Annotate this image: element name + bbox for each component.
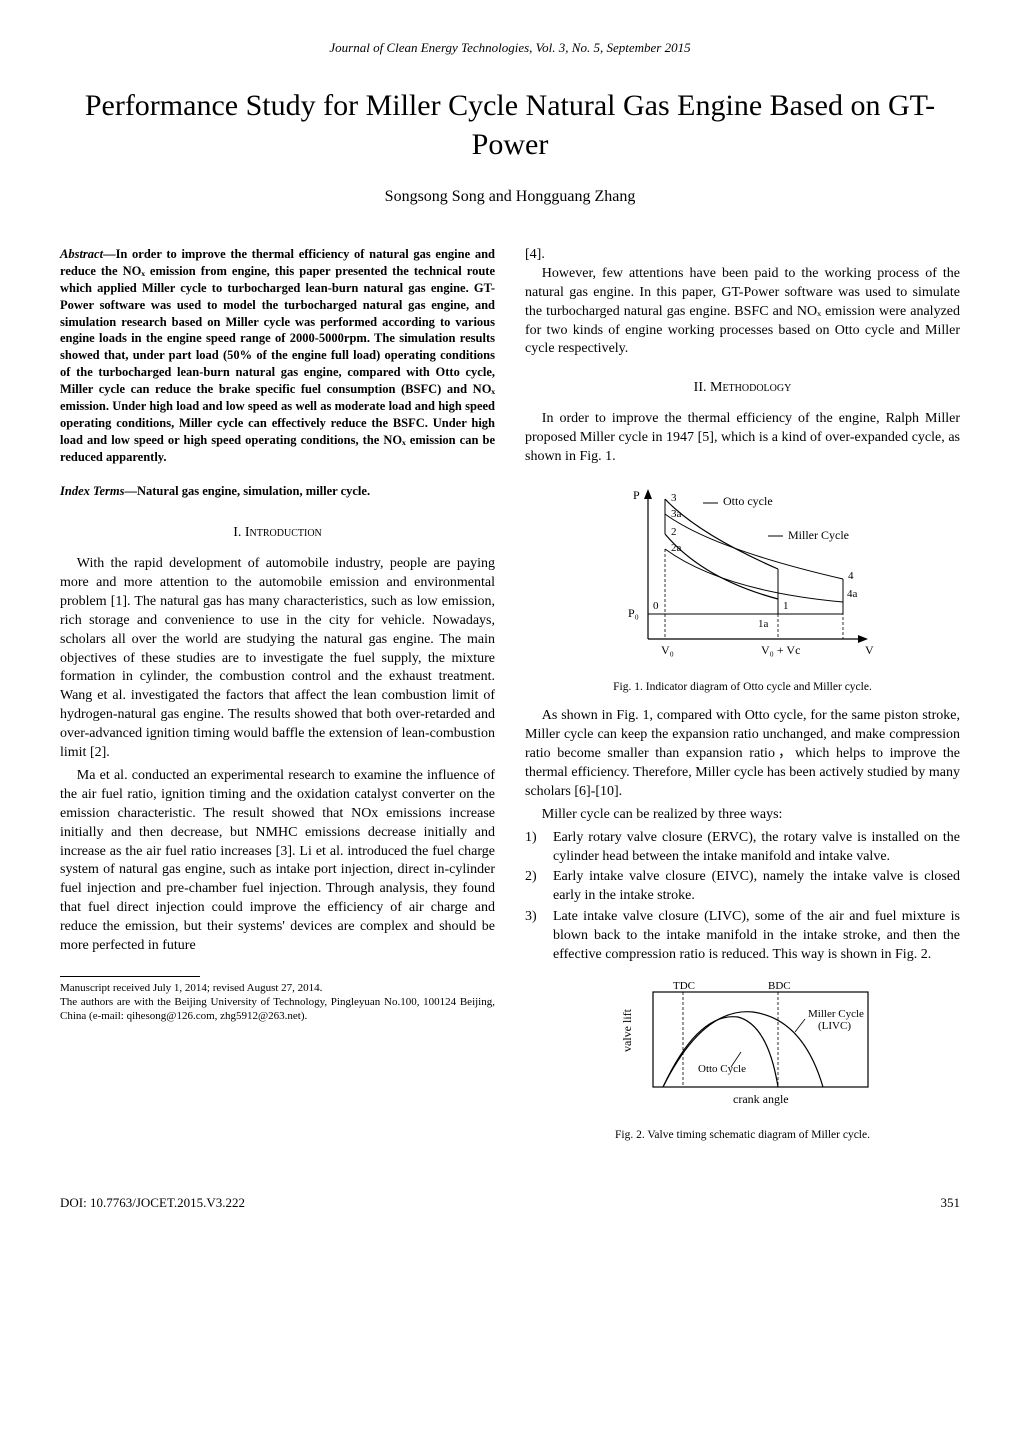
figure-1: P V P₀ V₀ V₀ + Vc 3 3a 2 2a 0 1 1a 4 4a … (525, 479, 960, 695)
list-text-2: Early intake valve closure (EIVC), namel… (553, 868, 960, 906)
index-terms: Index Terms—Natural gas engine, simulati… (60, 483, 495, 500)
methodology-paragraph-2: As shown in Fig. 1, compared with Otto c… (525, 707, 960, 801)
footnote-authors: The authors are with the Beijing Univers… (60, 995, 495, 1024)
intro-paragraph-2: Ma et al. conducted an experimental rese… (60, 767, 495, 956)
footnote-manuscript: Manuscript received July 1, 2014; revise… (60, 981, 495, 995)
list-text-1: Early rotary valve closure (ERVC), the r… (553, 829, 960, 867)
list-num-3: 3) (525, 908, 553, 965)
fig1-pt2a: 2a (671, 542, 682, 554)
abstract-label: Abstract (60, 247, 103, 261)
page-footer: DOI: 10.7763/JOCET.2015.V3.222 351 (60, 1195, 960, 1211)
fig2-otto: Otto Cycle (698, 1063, 746, 1075)
left-column: Abstract—In order to improve the thermal… (60, 246, 495, 1155)
fig2-tdc: TDC (673, 980, 695, 992)
fig1-miller-label: Miller Cycle (788, 528, 849, 542)
list-num-2: 2) (525, 868, 553, 906)
fig1-pt1: 1 (783, 600, 789, 612)
fig1-label-v0: V₀ (661, 643, 674, 657)
fig1-label-v0vc: V₀ + Vc (761, 643, 800, 657)
methodology-paragraph-1: In order to improve the thermal efficien… (525, 410, 960, 467)
fig1-pt4a: 4a (847, 588, 858, 600)
authors: Songsong Song and Hongguang Zhang (60, 188, 960, 206)
fig2-bdc: BDC (768, 980, 791, 992)
figure-2-caption: Fig. 2. Valve timing schematic diagram o… (525, 1128, 960, 1144)
right-paragraph-1: However, few attentions have been paid t… (525, 265, 960, 359)
section-1-number: I. (233, 525, 241, 540)
abstract: Abstract—In order to improve the thermal… (60, 246, 495, 465)
fig2-xlabel: crank angle (733, 1092, 789, 1106)
list-item-2: 2) Early intake valve closure (EIVC), na… (525, 868, 960, 906)
section-1-title: Introduction (245, 525, 322, 540)
fig1-label-v: V (865, 643, 874, 657)
fig2-livc: (LIVC) (818, 1020, 851, 1032)
doi: DOI: 10.7763/JOCET.2015.V3.222 (60, 1195, 245, 1211)
section-2-number: II. (694, 380, 707, 395)
index-terms-text: —Natural gas engine, simulation, miller … (124, 484, 370, 498)
section-2-heading: II. Methodology (525, 379, 960, 398)
figure-1-caption: Fig. 1. Indicator diagram of Otto cycle … (525, 680, 960, 696)
fig1-pt0: 0 (653, 600, 659, 612)
fig2-miller: Miller Cycle (808, 1008, 864, 1020)
reference-continuation: [4]. (525, 246, 960, 265)
index-terms-label: Index Terms (60, 484, 124, 498)
fig1-otto-label: Otto cycle (723, 494, 773, 508)
two-column-layout: Abstract—In order to improve the thermal… (60, 246, 960, 1155)
figure-2-diagram: TDC BDC Miller Cycle (LIVC) Otto Cycle v… (603, 977, 883, 1117)
intro-paragraph-1: With the rapid development of automobile… (60, 555, 495, 763)
fig1-pt1a: 1a (758, 618, 769, 630)
journal-header: Journal of Clean Energy Technologies, Vo… (60, 40, 960, 56)
fig1-pt3: 3 (671, 492, 677, 504)
fig2-ylabel: valve lift (620, 1008, 634, 1052)
fig1-label-p0: P₀ (628, 606, 639, 620)
fig1-pt4: 4 (848, 570, 854, 582)
footnote-rule (60, 976, 200, 977)
list-item-1: 1) Early rotary valve closure (ERVC), th… (525, 829, 960, 867)
paper-title: Performance Study for Miller Cycle Natur… (60, 86, 960, 164)
section-2-title: Methodology (710, 380, 791, 395)
methodology-paragraph-3: Miller cycle can be realized by three wa… (525, 806, 960, 825)
fig1-pt3a: 3a (671, 508, 682, 520)
right-column: [4]. However, few attentions have been p… (525, 246, 960, 1155)
fig1-label-p: P (633, 488, 640, 502)
figure-2: TDC BDC Miller Cycle (LIVC) Otto Cycle v… (525, 977, 960, 1143)
list-text-3: Late intake valve closure (LIVC), some o… (553, 908, 960, 965)
section-1-heading: I. Introduction (60, 524, 495, 543)
figure-1-diagram: P V P₀ V₀ V₀ + Vc 3 3a 2 2a 0 1 1a 4 4a … (603, 479, 883, 669)
fig1-pt2: 2 (671, 526, 677, 538)
abstract-text: —In order to improve the thermal efficie… (60, 247, 495, 464)
list-item-3: 3) Late intake valve closure (LIVC), som… (525, 908, 960, 965)
page-number: 351 (941, 1195, 961, 1211)
list-num-1: 1) (525, 829, 553, 867)
